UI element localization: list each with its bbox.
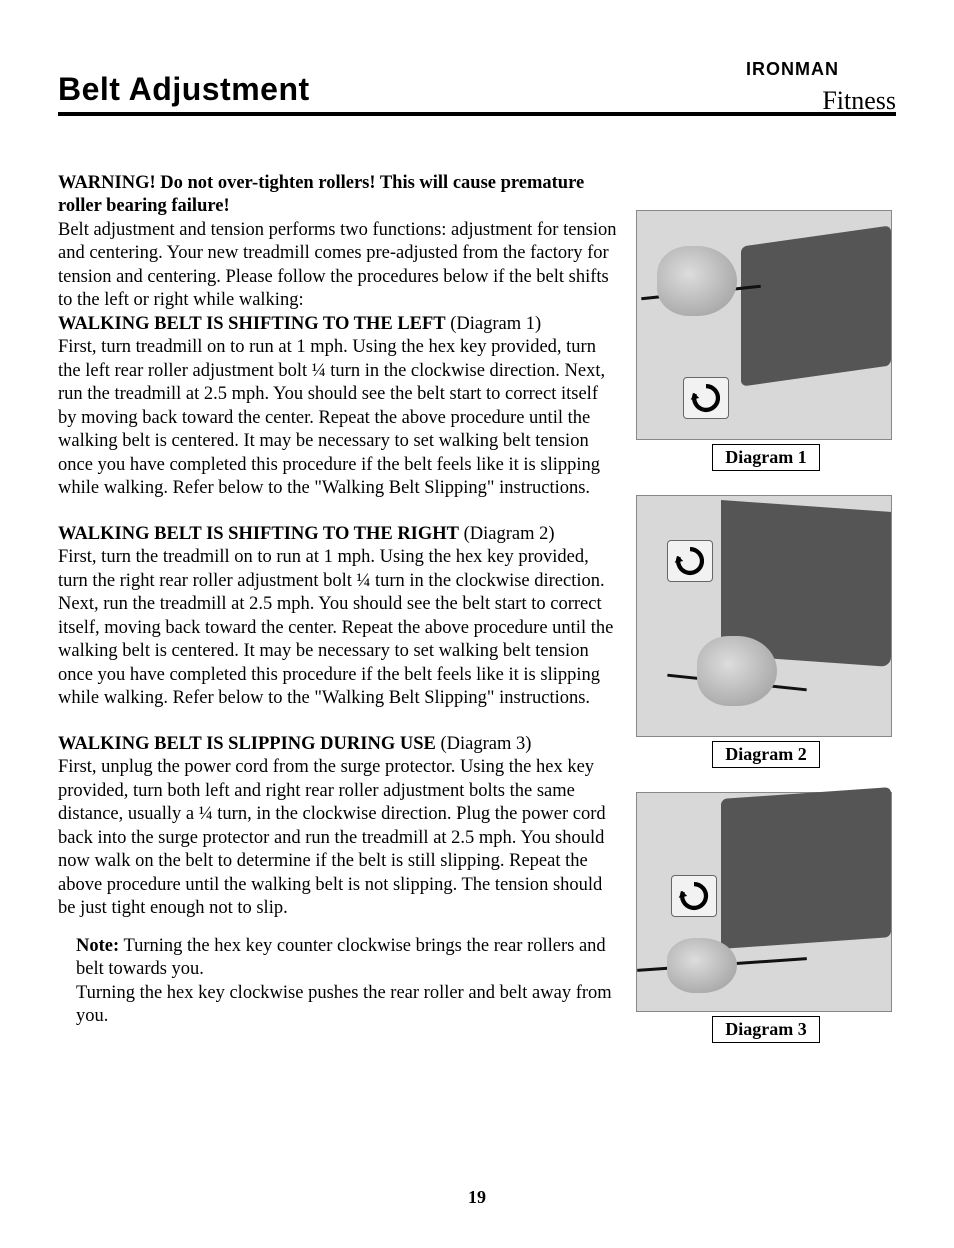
- logo-script: Fitness: [822, 88, 896, 114]
- clockwise-arrow-icon: [683, 377, 729, 419]
- slip-title: WALKING BELT IS SLIPPING DURING USE: [58, 734, 436, 754]
- warning-text: WARNING! Do not over-tighten rollers! Th…: [58, 173, 584, 216]
- note-block: Note: Turning the hex key counter clockw…: [58, 921, 618, 1029]
- left-shift-body: First, turn treadmill on to run at 1 mph…: [58, 336, 618, 500]
- belt-illustration: [741, 225, 891, 386]
- left-shift-ref: (Diagram 1): [446, 314, 542, 334]
- intro-text: Belt adjustment and tension performs two…: [58, 219, 618, 313]
- hand-illustration: [697, 636, 777, 706]
- page-title: Belt Adjustment: [58, 71, 310, 108]
- note-line-2: Turning the hex key clockwise pushes the…: [76, 982, 618, 1029]
- diagram-2-image: [636, 495, 892, 737]
- diagram-3-label: Diagram 3: [712, 1016, 819, 1043]
- hand-illustration: [657, 246, 737, 316]
- text-column: WARNING! Do not over-tighten rollers! Th…: [58, 172, 618, 1067]
- clockwise-arrow-icon: [667, 540, 713, 582]
- right-shift-title: WALKING BELT IS SHIFTING TO THE RIGHT: [58, 524, 459, 544]
- diagram-1-image: [636, 210, 892, 440]
- hand-illustration: [667, 938, 737, 993]
- content-area: WARNING! Do not over-tighten rollers! Th…: [58, 172, 896, 1067]
- page-number: 19: [58, 1187, 896, 1208]
- left-shift-title: WALKING BELT IS SHIFTING TO THE LEFT: [58, 314, 446, 334]
- slip-ref: (Diagram 3): [436, 734, 532, 754]
- logo-wordmark: IRONMAN: [746, 60, 896, 78]
- diagram-column: Diagram 1 Diagram 2 Diagram 3: [636, 172, 896, 1067]
- belt-illustration: [721, 787, 891, 949]
- right-shift-ref: (Diagram 2): [459, 524, 555, 544]
- page-header: Belt Adjustment IRONMAN Fitness: [58, 60, 896, 116]
- diagram-2-label: Diagram 2: [712, 741, 819, 768]
- note-line-1: Turning the hex key counter clockwise br…: [76, 936, 606, 979]
- right-shift-body: First, turn the treadmill on to run at 1…: [58, 546, 618, 710]
- clockwise-arrow-icon: [671, 875, 717, 917]
- diagram-1-label: Diagram 1: [712, 444, 819, 471]
- slip-body: First, unplug the power cord from the su…: [58, 756, 618, 920]
- note-label: Note:: [76, 936, 119, 956]
- brand-logo: IRONMAN Fitness: [746, 60, 896, 108]
- diagram-3-image: [636, 792, 892, 1012]
